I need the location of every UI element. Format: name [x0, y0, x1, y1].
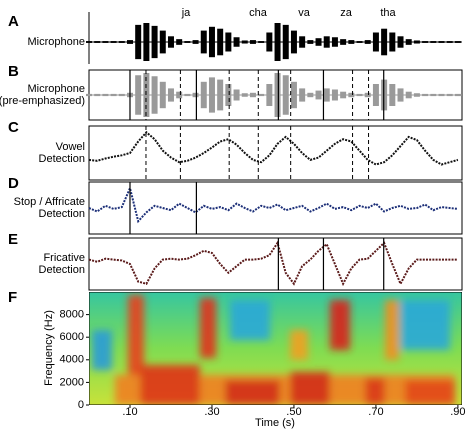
panel-frame — [88, 181, 463, 235]
panel-label: Detection — [39, 208, 85, 220]
panel-label: Fricative — [43, 252, 85, 264]
y-tick-label: 0 — [78, 399, 84, 411]
panel-frame — [88, 237, 463, 291]
panel-frame — [88, 125, 463, 181]
detection-curve — [88, 185, 459, 224]
y-axis-label: Frequency (Hz) — [43, 310, 55, 386]
panel-label: Detection — [39, 153, 85, 165]
syllable: ja — [181, 7, 191, 19]
panel-letter: D — [8, 175, 19, 192]
x-tick-label: .50 — [286, 406, 301, 418]
detection-curve — [88, 130, 459, 166]
syllable: cha — [249, 7, 268, 19]
y-tick-label: 4000 — [60, 354, 84, 366]
syllable: tha — [380, 7, 396, 19]
x-tick-label: .10 — [122, 406, 137, 418]
x-axis-label: Time (s) — [255, 417, 295, 429]
panel-letter: B — [8, 63, 19, 80]
x-tick-label: .30 — [204, 406, 219, 418]
detection-curve — [88, 240, 458, 287]
panel-letter: E — [8, 231, 18, 248]
syllable: za — [340, 7, 353, 19]
x-tick-label: .90 — [450, 406, 465, 418]
panel-letter: A — [8, 13, 19, 30]
y-tick-label: 8000 — [60, 309, 84, 321]
panel-label: Microphone — [28, 36, 85, 48]
x-tick-label: .70 — [368, 406, 383, 418]
panel-letter: C — [8, 119, 19, 136]
panel-letter: F — [8, 289, 17, 306]
spectrogram — [89, 292, 462, 405]
panel-label: Stop / Affricate — [14, 196, 85, 208]
y-tick-label: 6000 — [60, 331, 84, 343]
y-tick-label: 2000 — [60, 376, 84, 388]
panel-label: Vowel — [56, 141, 85, 153]
panel-label: (pre-emphasized) — [0, 95, 85, 107]
syllable: va — [298, 7, 311, 19]
panel-label: Detection — [39, 264, 85, 276]
panel-label: Microphone — [28, 83, 85, 95]
